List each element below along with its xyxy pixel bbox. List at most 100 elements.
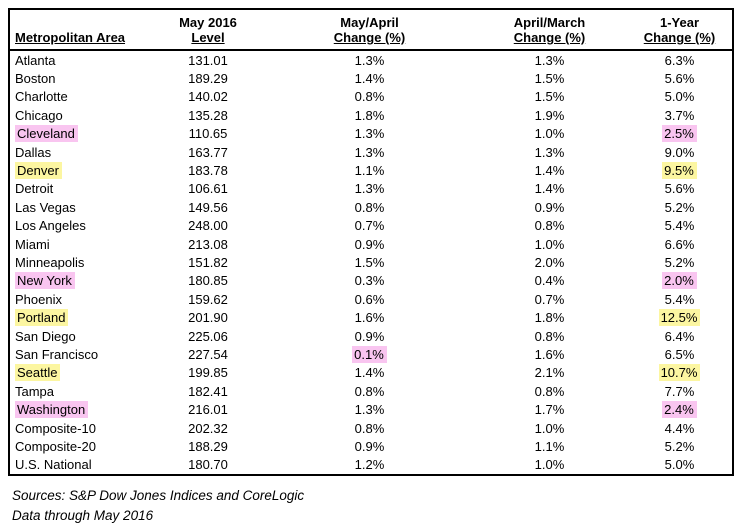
cell-text: 0.8%	[354, 420, 385, 436]
cell-april-march: 1.4%	[472, 180, 627, 198]
cell-level: 201.90	[149, 308, 267, 326]
cell-area: Washington	[9, 400, 149, 419]
cell-one-year: 5.2%	[627, 253, 733, 271]
cell-april-march: 0.8%	[472, 217, 627, 235]
cell-text: 1.5%	[534, 71, 565, 87]
cell-text: 1.3%	[354, 181, 385, 197]
cell-text: 5.4%	[664, 291, 695, 307]
cell-text: 1.0%	[534, 457, 565, 473]
cell-text: Chicago	[15, 107, 63, 123]
cell-text: 151.82	[188, 254, 228, 270]
cell-text: Miami	[15, 236, 50, 252]
cell-text: 10.7%	[658, 364, 701, 382]
header-line2: Change (%)	[513, 30, 586, 45]
cell-text: 0.8%	[534, 383, 565, 399]
cell-text: 199.85	[188, 365, 228, 381]
cell-area: Seattle	[9, 364, 149, 382]
cell-level: 159.62	[149, 290, 267, 308]
cell-text: Portland	[15, 309, 69, 327]
table-row: Detroit 106.61 1.3% 1.4% 5.6%	[9, 180, 733, 198]
cell-may-april: 1.4%	[267, 364, 472, 382]
cell-may-april: 0.8%	[267, 382, 472, 400]
cell-one-year: 5.4%	[627, 290, 733, 308]
cell-text: 110.65	[188, 126, 228, 142]
cell-text: Atlanta	[15, 52, 56, 68]
table-row: Miami 213.08 0.9% 1.0% 6.6%	[9, 235, 733, 253]
cell-text: 1.3%	[534, 144, 565, 160]
cell-text: 1.9%	[534, 107, 565, 123]
header-may-2016-level: May 2016 Level	[149, 9, 267, 51]
cell-april-march: 0.9%	[472, 198, 627, 216]
cell-text: 183.78	[188, 163, 228, 179]
cell-text: 131.01	[188, 52, 228, 68]
cell-text: 189.29	[188, 71, 228, 87]
cell-text: 7.7%	[664, 383, 695, 399]
cell-text: 135.28	[188, 107, 228, 123]
cell-level: 180.85	[149, 272, 267, 290]
cell-may-april: 1.3%	[267, 180, 472, 198]
cell-may-april: 0.8%	[267, 88, 472, 106]
cell-text: 5.2%	[664, 254, 695, 270]
cell-text: 1.8%	[534, 310, 565, 326]
cell-text: 1.0%	[534, 420, 565, 436]
cell-text: 227.54	[188, 346, 228, 362]
table-row: Atlanta 131.01 1.3% 1.3% 6.3%	[9, 50, 733, 69]
cell-text: 202.32	[188, 420, 228, 436]
cell-text: 1.3%	[354, 52, 385, 68]
table-row: Minneapolis 151.82 1.5% 2.0% 5.2%	[9, 253, 733, 271]
cell-text: 2.0%	[534, 254, 565, 270]
cell-level: 216.01	[149, 400, 267, 418]
table-row: Cleveland 110.65 1.3% 1.0% 2.5%	[9, 125, 733, 143]
cell-text: 1.0%	[534, 126, 565, 142]
table-row: Composite-20 188.29 0.9% 1.1% 5.2%	[9, 437, 733, 455]
header-line1: May 2016	[179, 15, 237, 30]
cell-may-april: 0.9%	[267, 235, 472, 253]
table-row: Las Vegas 149.56 0.8% 0.9% 5.2%	[9, 198, 733, 216]
cell-text: 149.56	[188, 199, 228, 215]
cell-april-march: 1.0%	[472, 456, 627, 475]
cell-text: 2.4%	[662, 401, 697, 419]
cell-may-april: 1.2%	[267, 456, 472, 475]
cell-text: Las Vegas	[15, 199, 76, 215]
cell-text: 1.6%	[534, 346, 565, 362]
cell-area: Boston	[9, 69, 149, 87]
cell-level: 149.56	[149, 198, 267, 216]
cell-level: 225.06	[149, 327, 267, 345]
cell-area: Portland	[9, 308, 149, 327]
cell-text: Dallas	[15, 144, 52, 160]
cell-april-march: 1.5%	[472, 69, 627, 87]
cell-may-april: 1.3%	[267, 400, 472, 418]
cell-may-april: 0.9%	[267, 327, 472, 345]
table-row: Denver 183.78 1.1% 1.4% 9.5%	[9, 161, 733, 180]
cell-text: 1.1%	[534, 438, 565, 454]
cell-level: 151.82	[149, 253, 267, 271]
cell-text: 1.6%	[354, 310, 385, 326]
cell-text: 2.0%	[662, 272, 697, 290]
header-line1: April/March	[513, 15, 586, 30]
cell-area: Tampa	[9, 382, 149, 400]
table-body: Atlanta 131.01 1.3% 1.3% 6.3% Boston 189.29 1.4…	[9, 50, 733, 475]
cell-text: 5.4%	[664, 218, 695, 234]
table-row: Seattle 199.85 1.4% 2.1% 10.7%	[9, 364, 733, 382]
cell-text: 1.3%	[534, 52, 565, 68]
cell-text: 3.7%	[664, 107, 695, 123]
cell-text: 5.2%	[664, 199, 695, 215]
sources-note: Sources: S&P Dow Jones Indices and CoreL…	[12, 488, 305, 503]
cell-text: Boston	[15, 71, 56, 87]
cell-text: 0.7%	[534, 291, 565, 307]
cell-text: 1.1%	[354, 163, 385, 179]
cell-level: 135.28	[149, 106, 267, 124]
cell-may-april: 0.1%	[267, 345, 472, 363]
cell-level: 188.29	[149, 437, 267, 455]
cell-one-year: 10.7%	[627, 364, 733, 382]
cell-text: 1.8%	[354, 107, 385, 123]
cell-level: 180.70	[149, 456, 267, 475]
cell-may-april: 0.3%	[267, 272, 472, 290]
cell-area: Las Vegas	[9, 198, 149, 216]
cell-area: Cleveland	[9, 125, 149, 143]
cell-text: 0.9%	[354, 328, 385, 344]
cell-text: 4.4%	[664, 420, 695, 436]
cell-text: 6.5%	[664, 346, 695, 362]
cell-one-year: 2.4%	[627, 400, 733, 419]
